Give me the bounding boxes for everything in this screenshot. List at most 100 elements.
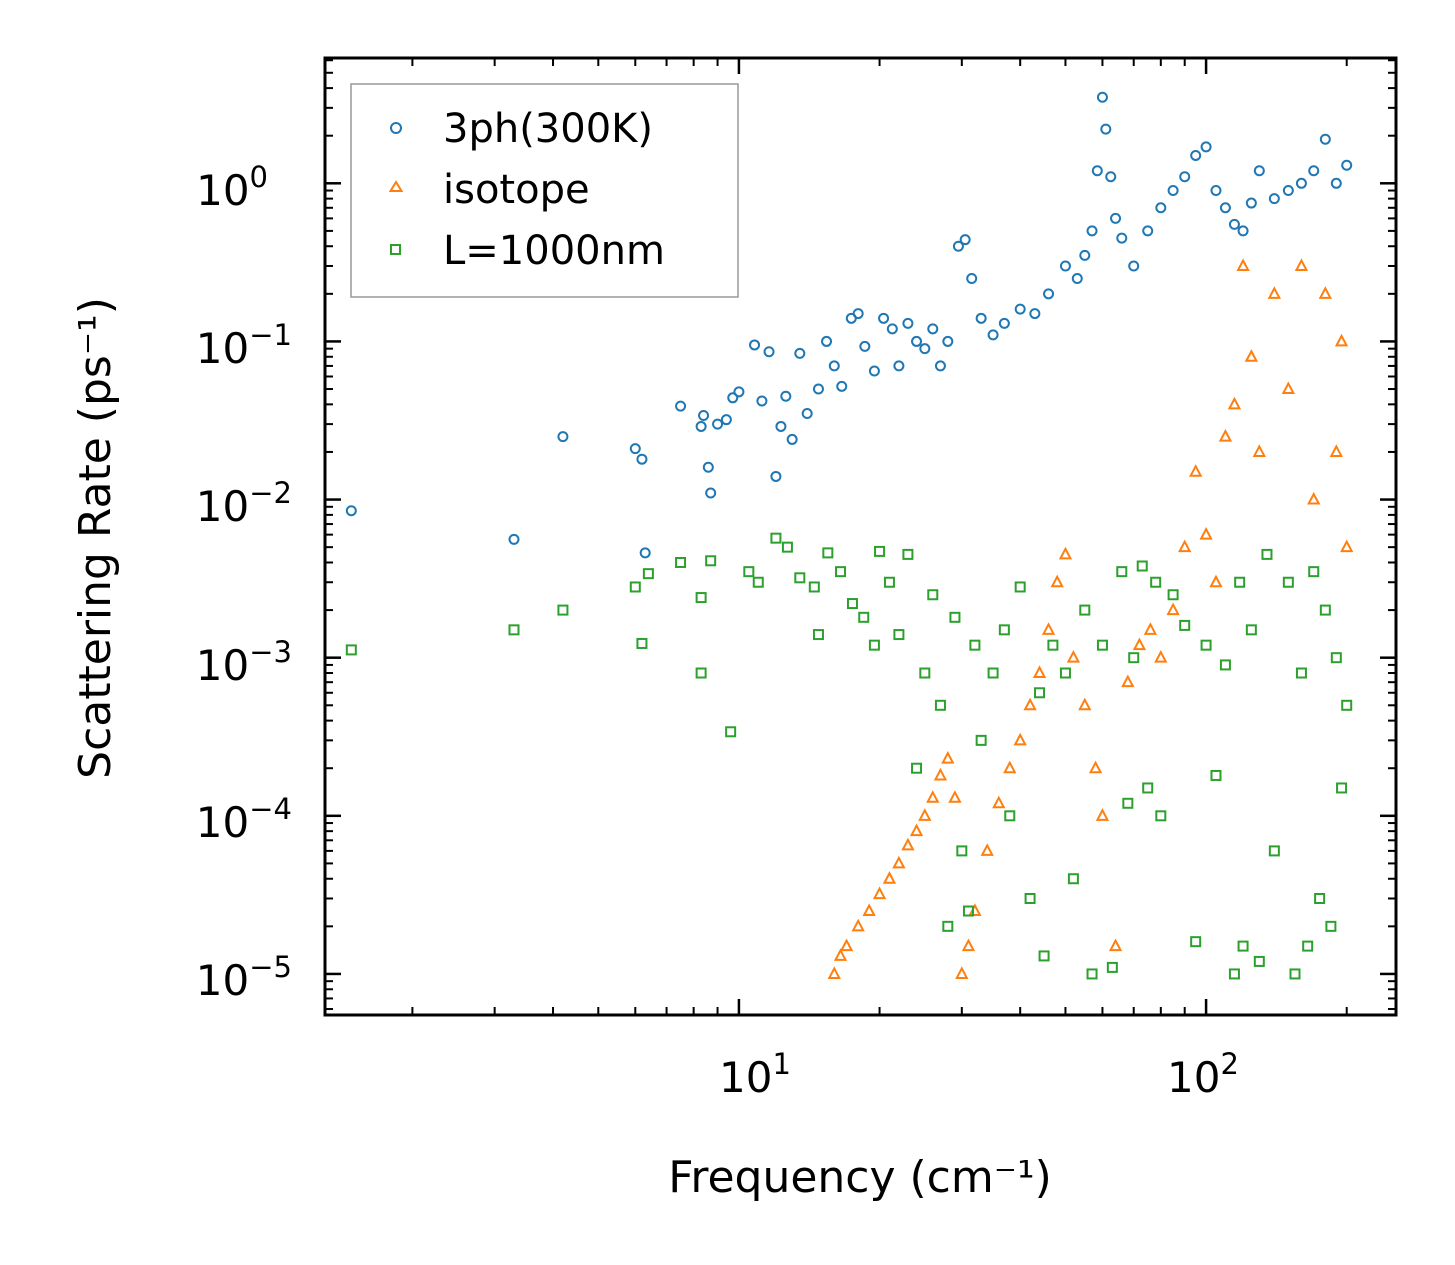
data-point [808, 581, 820, 593]
data-point [851, 918, 865, 932]
data-point [1295, 667, 1307, 679]
data-point [1236, 258, 1250, 271]
data-point [1307, 491, 1321, 505]
data-point [1086, 968, 1098, 980]
data-point [781, 541, 793, 553]
data-point [827, 966, 841, 979]
data-point [909, 823, 924, 837]
data-point [1179, 619, 1191, 631]
data-point [1341, 699, 1353, 711]
data-point [1319, 133, 1331, 145]
data-point [1244, 349, 1259, 362]
data-point [902, 317, 914, 329]
data-point [1108, 938, 1123, 952]
data-point [1261, 548, 1273, 560]
data-point [955, 966, 969, 979]
data-point [926, 790, 940, 803]
data-point [1078, 697, 1092, 711]
data-point [1142, 782, 1154, 794]
data-point [1199, 526, 1213, 540]
data-point [998, 317, 1010, 329]
data-point [1219, 202, 1231, 214]
data-point [629, 581, 641, 593]
data-point [345, 505, 357, 517]
data-point [961, 938, 976, 952]
data-point [1330, 177, 1342, 189]
y-tick-label-1e-4: 10−4 [196, 792, 292, 847]
series-1 [827, 258, 1354, 979]
data-point [1166, 602, 1180, 616]
data-point [1121, 674, 1135, 688]
data-point [1132, 637, 1147, 651]
data-point [812, 383, 824, 395]
data-point [1308, 566, 1320, 578]
legend-label-isotope: isotope [443, 167, 590, 213]
data-point [1142, 225, 1154, 237]
data-point [763, 346, 775, 358]
y-tick-label-1e-3: 10−3 [196, 635, 292, 690]
data-point [1143, 622, 1158, 635]
data-point [1237, 940, 1249, 952]
data-point [1003, 760, 1017, 774]
data-point [1086, 225, 1098, 237]
data-point [1032, 665, 1047, 679]
x-tick-label-100: 102 [1167, 1047, 1239, 1102]
data-point [1314, 892, 1326, 904]
data-point [962, 905, 974, 917]
data-point [852, 308, 864, 320]
data-point [1079, 604, 1091, 616]
data-point [1071, 273, 1083, 285]
data-point [1209, 574, 1223, 588]
data-point [725, 726, 737, 738]
data-point [1267, 286, 1282, 299]
series-2 [345, 532, 1353, 980]
data-point [733, 386, 745, 398]
data-point [1047, 639, 1059, 651]
data-point [1150, 576, 1162, 588]
data-point [975, 312, 987, 324]
data-point [919, 343, 931, 355]
data-point [695, 592, 707, 604]
data-point [1268, 193, 1280, 205]
data-point [794, 347, 806, 359]
y-tick-label-1e-2: 10−2 [196, 476, 292, 531]
data-point [743, 566, 755, 578]
data-point [1190, 149, 1202, 161]
data-point [642, 568, 654, 580]
data-point [720, 414, 732, 426]
data-point [975, 734, 987, 746]
data-point [780, 390, 792, 402]
data-point [1179, 171, 1191, 183]
data-point [1281, 381, 1296, 395]
data-point [1136, 560, 1148, 572]
data-point [862, 903, 876, 917]
data-point [557, 431, 569, 443]
data-point [705, 487, 717, 499]
data-point [812, 629, 824, 641]
data-point [952, 240, 964, 252]
data-point [1116, 566, 1128, 578]
data-point [987, 329, 999, 341]
data-point [1227, 396, 1242, 410]
data-point [980, 843, 994, 856]
data-point [886, 323, 898, 335]
data-point [998, 624, 1010, 636]
data-point [846, 598, 858, 610]
data-point [1105, 171, 1117, 183]
data-point [883, 576, 895, 588]
data-point [1253, 955, 1265, 967]
data-point [878, 312, 890, 324]
data-point [893, 629, 905, 641]
data-point [833, 948, 848, 961]
legend-marker-isotope [388, 180, 404, 192]
data-point [695, 420, 707, 432]
data-point [858, 611, 870, 623]
data-point [1319, 604, 1331, 616]
data-point [749, 339, 761, 351]
data-point [1289, 968, 1301, 980]
data-point [1110, 212, 1122, 224]
data-point [1178, 539, 1192, 553]
data-point [1024, 892, 1036, 904]
data-point [1059, 667, 1071, 679]
data-point [1189, 464, 1203, 477]
